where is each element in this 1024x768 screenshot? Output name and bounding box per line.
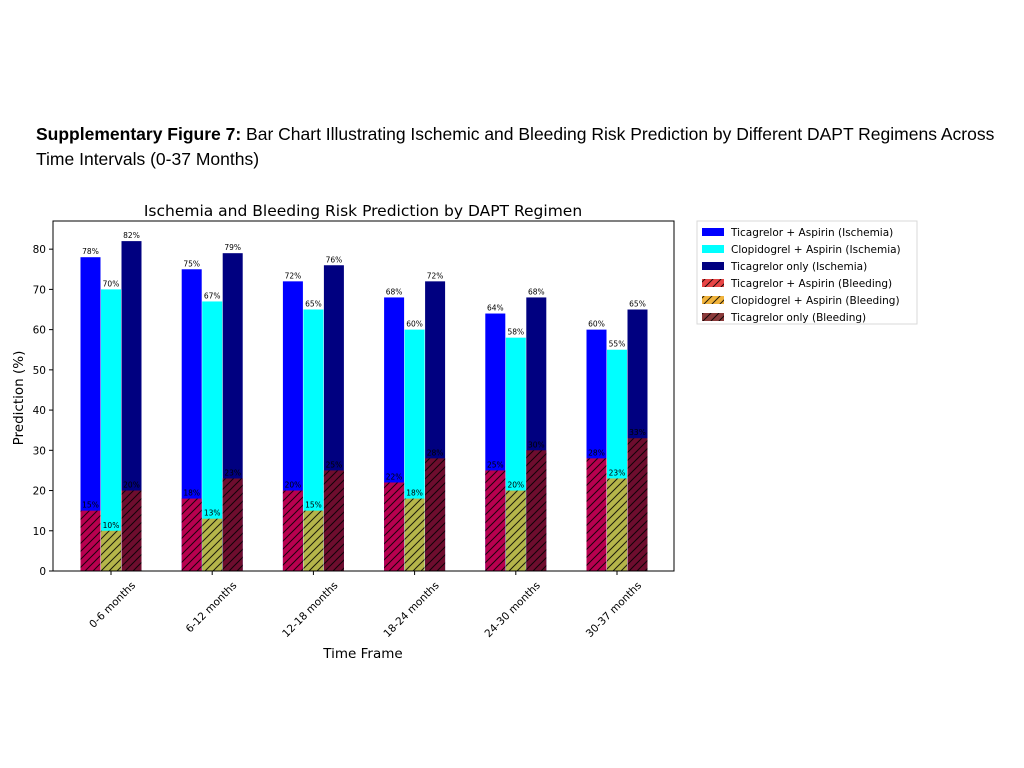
legend-entry: Clopidogrel + Aspirin (Bleeding)	[731, 295, 900, 307]
data-label: 25%	[487, 460, 504, 469]
x-tick-label: 6-12 months	[184, 580, 240, 636]
data-label: 18%	[183, 489, 200, 498]
data-label: 68%	[386, 287, 403, 296]
data-label: 55%	[609, 340, 626, 349]
legend-entry: Clopidogrel + Aspirin (Ischemia)	[731, 244, 901, 256]
y-tick-label: 10	[33, 526, 46, 538]
legend-entry: Ticagrelor + Aspirin (Ischemia)	[730, 227, 893, 239]
data-label: 13%	[204, 509, 221, 518]
legend-swatch	[702, 228, 724, 236]
data-label: 20%	[285, 481, 302, 490]
x-tick-label: 30-37 months	[584, 580, 644, 640]
bar-hatch	[384, 482, 405, 571]
bar-hatch	[303, 510, 324, 571]
bar	[181, 269, 202, 571]
figure-caption: Supplementary Figure 7: Bar Chart Illust…	[36, 122, 996, 172]
data-label: 33%	[629, 428, 646, 437]
x-tick-label: 0-6 months	[87, 580, 138, 631]
data-label: 68%	[528, 287, 545, 296]
data-label: 78%	[82, 247, 99, 256]
data-label: 20%	[123, 481, 140, 490]
bar-hatch	[121, 490, 142, 571]
legend: Ticagrelor + Aspirin (Ischemia) Clopidogr…	[696, 220, 918, 325]
x-tick-label: 12-18 months	[280, 580, 340, 640]
bar-hatch	[505, 490, 526, 571]
data-label: 65%	[305, 300, 322, 309]
data-label: 65%	[629, 300, 646, 309]
data-label: 10%	[103, 521, 120, 530]
bar-hatch	[181, 498, 202, 571]
chart-title: Ischemia and Bleeding Risk Prediction by…	[144, 202, 582, 220]
legend-swatch-hatch	[702, 313, 724, 321]
data-label: 23%	[224, 468, 241, 477]
data-label: 25%	[326, 460, 343, 469]
bar	[80, 257, 101, 571]
y-tick-label: 20	[33, 486, 46, 498]
bar	[303, 309, 324, 571]
data-label: 20%	[507, 481, 524, 490]
bar-hatch	[282, 490, 303, 571]
legend-swatch-hatch	[702, 296, 724, 304]
legend-entry: Ticagrelor only (Bleeding)	[730, 312, 866, 324]
bar-hatch	[404, 498, 425, 571]
data-label: 75%	[183, 259, 200, 268]
y-tick-label: 50	[33, 365, 46, 377]
data-label: 64%	[487, 304, 504, 313]
bar-hatch	[202, 518, 223, 571]
plot-frame	[52, 220, 675, 572]
y-tick-label: 30	[33, 445, 46, 457]
data-label: 82%	[123, 231, 140, 240]
bar-hatch	[586, 458, 607, 571]
bar-hatch	[101, 530, 121, 571]
y-tick-label: 70	[33, 284, 46, 296]
bars-layer: 78% 75% 72% 68% 64% 60% 70% 67% 65% 60% 58% 55% 82% 7…	[80, 231, 648, 572]
legend-swatch	[702, 262, 724, 270]
legend-entry: Ticagrelor only (Ischemia)	[730, 261, 867, 273]
x-axis-label: Time Frame	[322, 646, 402, 662]
bar-hatch	[627, 438, 648, 571]
caption-text: Bar Chart Illustrating Ischemic and Blee…	[36, 124, 995, 169]
y-tick-label: 60	[33, 325, 46, 337]
y-tick-label: 80	[33, 244, 46, 256]
legend-box	[696, 220, 918, 325]
data-label: 28%	[427, 448, 444, 457]
y-tick-label: 0	[39, 566, 46, 578]
bar	[202, 301, 223, 571]
data-label: 28%	[588, 448, 605, 457]
data-label: 22%	[386, 472, 403, 481]
data-label: 70%	[103, 279, 120, 288]
data-label: 79%	[224, 243, 241, 252]
data-label: 30%	[528, 440, 545, 449]
data-label: 72%	[285, 271, 302, 280]
bar	[101, 289, 121, 571]
x-tick-label: 24-30 months	[483, 580, 543, 640]
data-label: 15%	[82, 501, 99, 510]
bar-hatch	[425, 458, 446, 571]
legend-swatch-hatch	[702, 279, 724, 287]
y-tick-label: 40	[33, 405, 46, 417]
data-label: 23%	[609, 468, 626, 477]
data-label: 15%	[305, 501, 322, 510]
y-axis-label: Prediction (%)	[11, 351, 27, 446]
caption-label: Supplementary Figure 7:	[36, 124, 242, 144]
bar	[121, 241, 142, 572]
legend-swatch	[702, 245, 724, 253]
data-label: 58%	[507, 328, 524, 337]
data-label: 60%	[406, 320, 423, 329]
legend-entry: Ticagrelor + Aspirin (Bleeding)	[730, 278, 892, 290]
bar-hatch	[80, 510, 101, 571]
data-label: 18%	[406, 489, 423, 498]
bar-hatch	[485, 470, 506, 571]
bar-hatch	[222, 478, 243, 571]
bar-hatch	[607, 478, 627, 571]
data-label: 72%	[427, 271, 444, 280]
data-label: 67%	[204, 291, 221, 300]
data-label: 76%	[326, 255, 343, 264]
data-label: 60%	[588, 320, 605, 329]
x-tick-label: 18-24 months	[381, 580, 441, 640]
bar-hatch	[526, 450, 547, 571]
bar-hatch	[323, 470, 344, 571]
